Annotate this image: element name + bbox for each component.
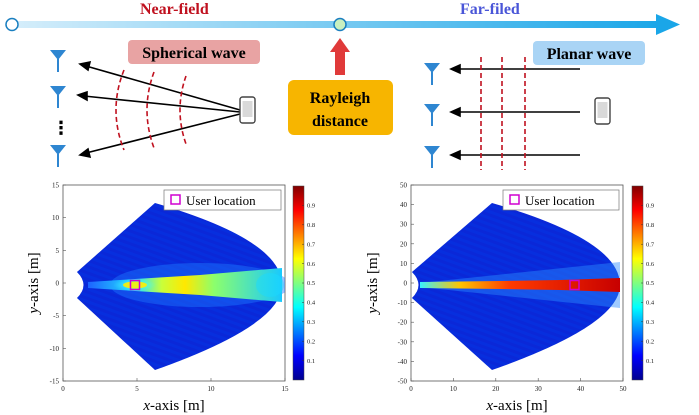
planar-wave-badge: Planar wave (533, 41, 645, 65)
y-tick-label: 0 (404, 280, 408, 288)
planar-wave-label: Planar wave (547, 46, 632, 63)
right-y-ticks: 50 40 30 20 10 0 -10 -20 -30 -40 -50 (398, 182, 414, 386)
right-x-ticks: 0 10 20 30 40 50 (409, 378, 627, 393)
x-tick-label: 0 (61, 385, 65, 393)
antenna-icon (50, 50, 66, 72)
near-field-antenna-array: ⋮ (50, 50, 70, 167)
colorbar-tick-label: 0.2 (307, 338, 315, 345)
left-colorbar-ticks: 0.9 0.8 0.7 0.6 0.5 0.4 0.3 0.2 0.1 (302, 203, 316, 365)
up-arrow-icon (330, 38, 350, 75)
colorbar-tick-label: 0.5 (646, 280, 654, 287)
y-tick-label: -30 (398, 338, 408, 346)
y-tick-label: 5 (56, 247, 60, 255)
right-legend-label: User location (525, 193, 595, 208)
colorbar-tick-label: 0.2 (646, 338, 654, 345)
y-tick-label: -20 (398, 319, 408, 327)
y-tick-label: 15 (52, 182, 60, 190)
colorbar-tick-label: 0.4 (307, 300, 316, 307)
rayleigh-point-dot (333, 17, 347, 32)
colorbar-tick-label: 0.6 (646, 261, 655, 268)
y-tick-label: -10 (398, 299, 408, 307)
phone-icon (594, 97, 611, 125)
near-field-label: Near-field (140, 1, 209, 18)
y-tick-label: 20 (400, 240, 408, 248)
colorbar-tick-label: 0.8 (646, 222, 654, 229)
rayleigh-distance-badge: Rayleigh distance (288, 80, 393, 135)
ellipsis-dots: ⋮ (52, 118, 70, 139)
left-beam (88, 268, 282, 302)
antenna-icon (424, 63, 440, 85)
antenna-icon (50, 86, 66, 108)
colorbar-tick-label: 0.4 (646, 300, 655, 307)
colorbar-tick-label: 0.8 (307, 222, 315, 229)
x-tick-label: 15 (282, 385, 290, 393)
antenna-icon (424, 146, 440, 168)
spherical-wavefronts (115, 69, 187, 151)
colorbar-tick-label: 0.9 (646, 203, 654, 210)
rayleigh-line1: Rayleigh (310, 90, 371, 107)
y-tick-label: 30 (400, 221, 408, 229)
y-tick-label: -40 (398, 358, 408, 366)
planar-wavefronts (480, 57, 526, 170)
far-field-antenna-array (424, 63, 440, 168)
left-user-location-marker (129, 279, 141, 291)
x-tick-label: 0 (409, 385, 413, 393)
left-legend-label: User location (186, 193, 256, 208)
left-x-axis-label: x-axis [m] (142, 398, 204, 414)
x-tick-label: 10 (450, 385, 458, 393)
left-heatmap: User location 0 5 10 15 15 10 5 0 -5 -10 -15 x-ax… (26, 182, 316, 415)
colorbar-tick-label: 0.1 (646, 358, 654, 365)
antenna-icon (424, 104, 440, 126)
x-tick-label: 5 (135, 385, 139, 393)
timeline-start-dot (5, 17, 19, 32)
y-tick-label: 0 (56, 280, 60, 288)
far-field-rays (449, 63, 580, 161)
timeline-arrowhead (656, 14, 680, 35)
x-tick-label: 40 (577, 385, 585, 393)
y-tick-label: -10 (50, 345, 60, 353)
right-colorbar-ticks: 0.9 0.8 0.7 0.6 0.5 0.4 0.3 0.2 0.1 (641, 203, 655, 365)
x-tick-label: 50 (620, 385, 628, 393)
right-x-axis-label: x-axis [m] (485, 398, 547, 414)
y-tick-label: 10 (52, 214, 60, 222)
left-legend: User location (163, 189, 282, 211)
right-legend: User location (502, 189, 620, 211)
y-tick-label: -50 (398, 378, 408, 386)
near-field-rays (76, 60, 241, 159)
colorbar-tick-label: 0.3 (646, 319, 654, 326)
left-x-ticks: 0 5 10 15 (61, 378, 289, 393)
rayleigh-line2: distance (312, 113, 368, 130)
y-tick-label: -15 (50, 378, 60, 386)
y-tick-label: 40 (400, 201, 408, 209)
far-field-label: Far-filed (460, 1, 520, 18)
colorbar-tick-label: 0.3 (307, 319, 315, 326)
colorbar-tick-label: 0.5 (307, 280, 315, 287)
colorbar-tick-label: 0.7 (307, 241, 316, 248)
right-user-location-marker (569, 279, 580, 291)
x-tick-label: 20 (492, 385, 500, 393)
right-y-axis-label: y-axis [m] (365, 252, 381, 315)
x-tick-label: 10 (208, 385, 216, 393)
colorbar-tick-label: 0.7 (646, 241, 655, 248)
colorbar-tick-label: 0.9 (307, 203, 315, 210)
colorbar-tick-label: 0.6 (307, 261, 316, 268)
left-y-ticks: 15 10 5 0 -5 -10 -15 (50, 182, 66, 386)
spherical-wave-badge: Spherical wave (128, 40, 260, 64)
x-tick-label: 30 (535, 385, 543, 393)
timeline (5, 14, 680, 35)
spherical-wave-label: Spherical wave (142, 45, 246, 62)
colorbar-tick-label: 0.1 (307, 358, 315, 365)
antenna-icon (50, 145, 66, 167)
y-tick-label: 10 (400, 260, 408, 268)
phone-icon (239, 96, 256, 124)
y-tick-label: -5 (53, 312, 59, 320)
y-tick-label: 50 (400, 182, 408, 190)
left-y-axis-label: y-axis [m] (26, 252, 42, 315)
right-heatmap: User location 0 10 20 30 40 50 50 40 30 20 10 0 -10… (365, 182, 655, 415)
